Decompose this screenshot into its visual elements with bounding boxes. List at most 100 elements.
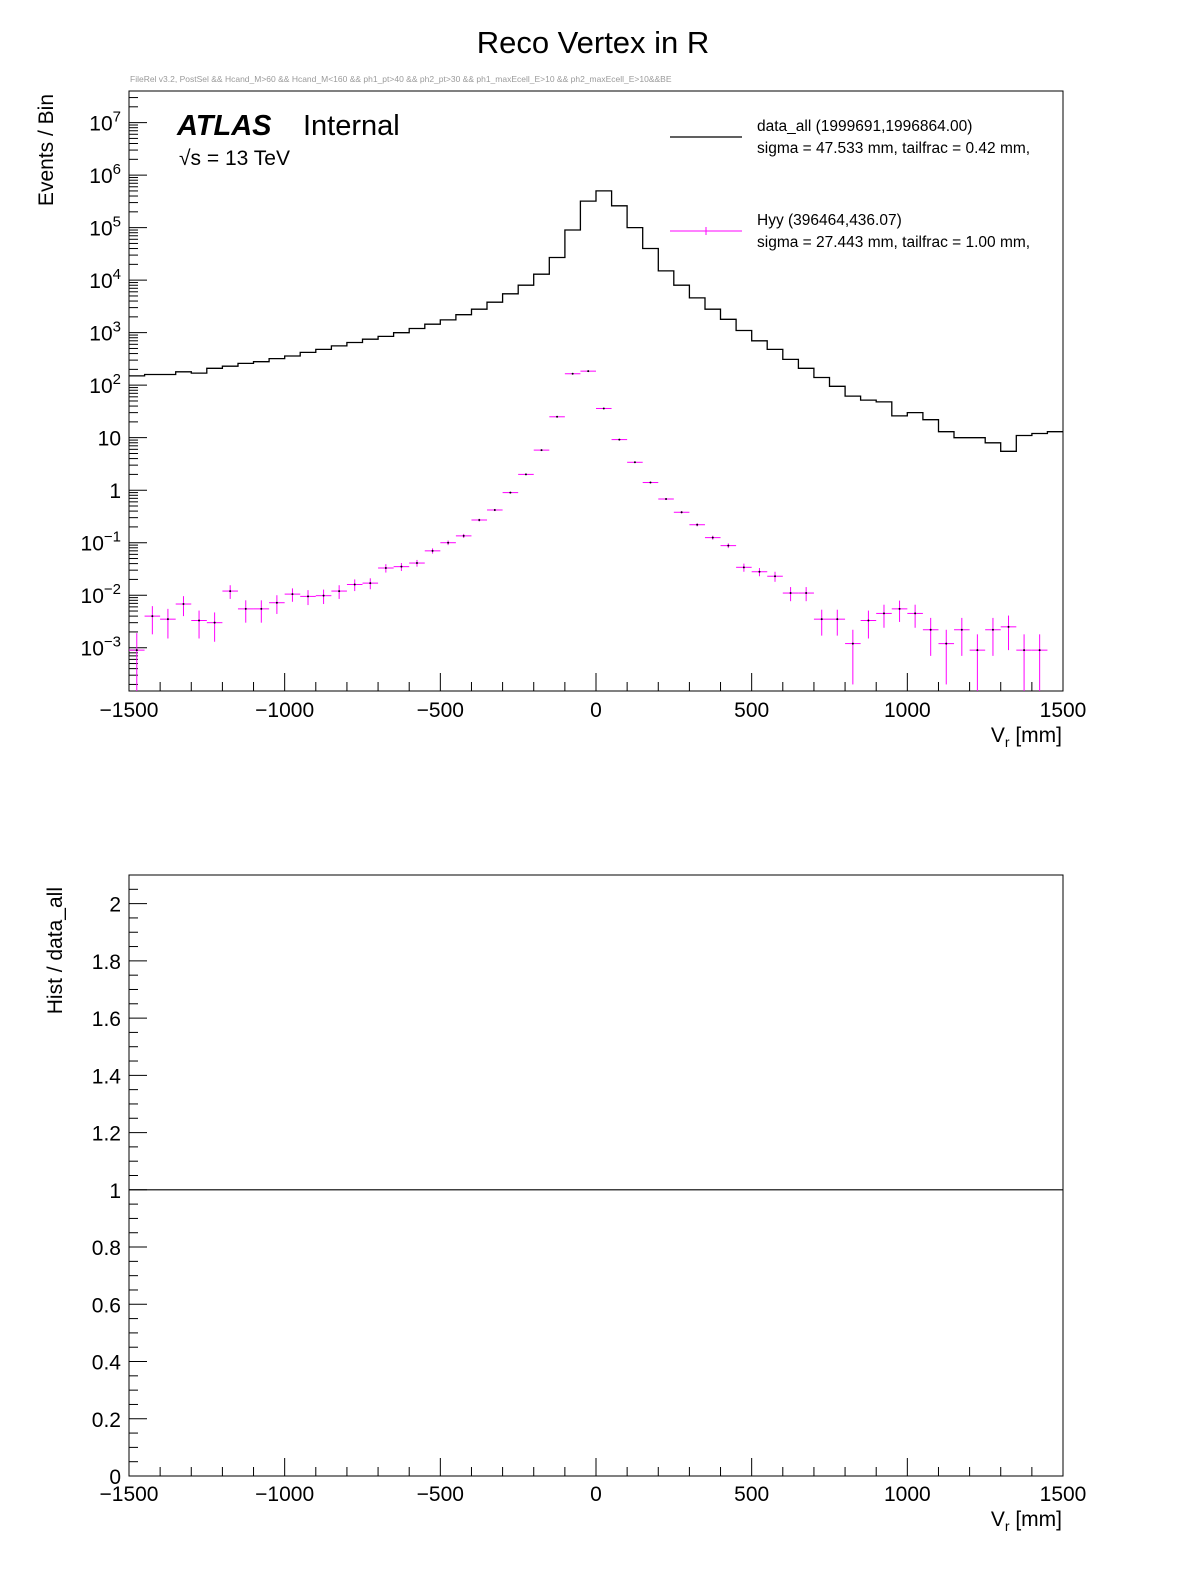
top-x-axis-ticks: −1500 −1000 −500 0 500 1000 1500 (100, 673, 1087, 722)
y-tick-label: 10−1 (81, 529, 121, 556)
top-plot-frame (128, 90, 1064, 692)
hyy-point (736, 563, 752, 572)
y-tick-label: 10−2 (81, 581, 121, 608)
x-tick-label: 1000 (884, 699, 931, 722)
y-tick-label: 107 (89, 109, 121, 136)
hyy-point (751, 567, 768, 577)
hyy-point (393, 563, 410, 571)
hyy-point (455, 533, 472, 538)
y-tick-label: 0.8 (92, 1237, 121, 1260)
hyy-point (549, 415, 565, 418)
hyy-point (315, 589, 332, 605)
hyy-point (704, 535, 721, 540)
hyy-point (409, 559, 425, 567)
top-y-axis-title: Events / Bin (35, 94, 58, 206)
hyy-point (658, 497, 674, 501)
hyy-point (175, 596, 192, 617)
data-all-series (129, 190, 1063, 452)
bottom-plot-frame (128, 874, 1064, 1477)
hyy-point (954, 617, 970, 656)
hyy-point (798, 587, 814, 602)
y-tick-label: 1.2 (92, 1123, 121, 1146)
hyy-point (471, 518, 488, 522)
hyy-point (596, 407, 612, 410)
hyy-point (938, 629, 955, 685)
y-tick-label: 10−3 (81, 634, 121, 661)
hyy-point (985, 617, 1001, 656)
hyy-point (362, 578, 379, 590)
hyy-point (160, 608, 176, 639)
x-tick-label: 1500 (1040, 699, 1087, 722)
x-tick-label: 1500 (1040, 1483, 1087, 1506)
hyy-point (222, 585, 238, 599)
legend-data-detail: sigma = 47.533 mm, tailfrac = 0.42 mm, (757, 140, 1030, 157)
y-tick-label: 103 (89, 319, 121, 346)
hyy-point (533, 449, 550, 452)
hyy-point (346, 579, 363, 592)
hyy-point (673, 511, 690, 514)
hyy-point (253, 600, 270, 623)
hyy-point (922, 617, 939, 656)
legend: data_all (1999691,1996864.00) sigma = 47… (670, 118, 1030, 251)
bottom-x-axis-title: Vr [mm] (991, 1508, 1062, 1534)
data-all-histogram (129, 190, 1063, 452)
selection-text: FileRel v3.2, PostSel && Hcand_M>60 && H… (130, 74, 672, 84)
hyy-point (206, 612, 223, 642)
y-tick-label: 1.4 (92, 1065, 122, 1088)
y-tick-label: 0.2 (92, 1409, 121, 1432)
top-x-axis-title: Vr [mm] (991, 724, 1062, 750)
y-tick-label: 0.6 (92, 1294, 121, 1317)
hyy-point (502, 491, 519, 494)
x-tick-label: −1500 (100, 699, 159, 722)
hyy-point (144, 606, 161, 635)
y-tick-label: 1.8 (92, 951, 121, 974)
hyy-point (564, 372, 581, 375)
legend-data-name: data_all (1999691,1996864.00) (757, 118, 972, 135)
hyy-point (891, 600, 908, 622)
y-tick-label: 105 (89, 214, 121, 241)
y-tick-label: 106 (89, 161, 121, 188)
y-tick-label: 1 (109, 480, 121, 503)
y-tick-label: 10 (98, 428, 121, 451)
x-tick-label: −500 (417, 699, 464, 722)
x-tick-label: 500 (734, 1483, 769, 1506)
bottom-y-axis-title: Hist / data_all (44, 887, 67, 1014)
hyy-point (767, 571, 783, 582)
x-tick-label: −500 (417, 1483, 464, 1506)
y-tick-label: 0 (109, 1466, 121, 1489)
atlas-label: ATLAS (176, 110, 272, 142)
hyy-point (689, 523, 705, 527)
hyy-point (907, 604, 923, 628)
legend-hyy-name: Hyy (396464,436.07) (757, 212, 902, 229)
hyy-point (237, 600, 254, 623)
y-tick-label: 2 (109, 894, 121, 917)
top-y-axis-ticks: 10−3 10−2 10−1 1 10 102 103 104 105 106 107 (81, 90, 147, 685)
hyy-point (611, 438, 628, 441)
hyy-point (424, 548, 441, 554)
bottom-panel: 0 0.2 0.4 0.6 0.8 1 1.2 1.4 1.6 1.8 2 −1500 −1000 −5… (44, 874, 1087, 1534)
y-tick-label: 1.6 (92, 1008, 121, 1031)
x-tick-label: −1000 (255, 699, 314, 722)
figure-title: Reco Vertex in R (477, 25, 710, 60)
x-tick-label: 0 (590, 1483, 602, 1506)
hyy-point (860, 610, 877, 639)
hyy-point (440, 540, 456, 546)
x-tick-label: −1000 (255, 1483, 314, 1506)
y-tick-label: 104 (89, 266, 121, 293)
legend-hyy-detail: sigma = 27.443 mm, tailfrac = 1.00 mm, (757, 234, 1030, 251)
hyy-point (580, 370, 596, 373)
hyy-point (129, 633, 145, 691)
hyy-point (627, 461, 643, 464)
y-tick-label: 102 (89, 371, 121, 398)
energy-label: √s = 13 TeV (179, 147, 290, 170)
x-tick-label: 500 (734, 699, 769, 722)
y-tick-label: 0.4 (92, 1352, 122, 1375)
bottom-y-axis-ticks: 0 0.2 0.4 0.6 0.8 1 1.2 1.4 1.6 1.8 2 (92, 874, 147, 1489)
hyy-point (845, 629, 861, 685)
x-tick-label: −1500 (100, 1483, 159, 1506)
bottom-x-axis-ticks: −1500 −1000 −500 0 500 1000 1500 (100, 1458, 1087, 1506)
x-tick-label: 0 (590, 699, 602, 722)
hyy-point (300, 590, 316, 606)
